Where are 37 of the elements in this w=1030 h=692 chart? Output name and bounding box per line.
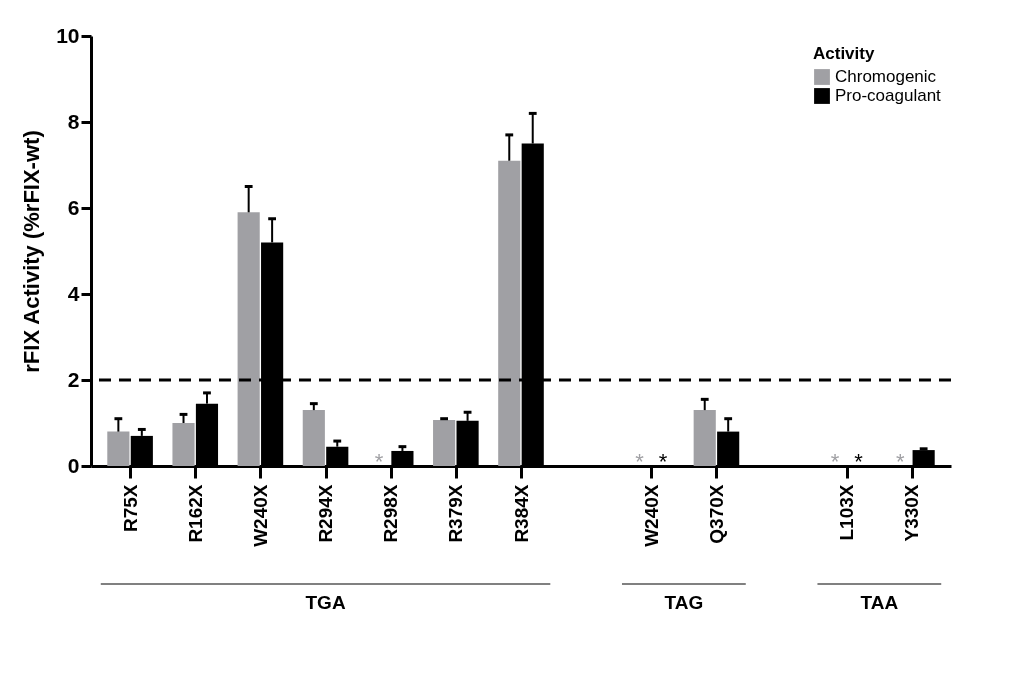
bar <box>498 160 521 466</box>
annotation: * <box>635 449 645 474</box>
x-tick-label: W240X <box>640 484 662 547</box>
x-tick-label: R294X <box>315 484 337 543</box>
text: TGA <box>305 592 346 613</box>
bar <box>172 423 195 466</box>
annotation: * <box>374 449 384 474</box>
text: TAG <box>664 592 704 613</box>
y-tick-label: 10 <box>56 23 80 47</box>
x-tick-label: Q370X <box>705 484 727 544</box>
annotation: * <box>658 449 668 474</box>
bar <box>433 419 456 466</box>
annotation: * <box>830 449 840 474</box>
x-tick-label: R379X <box>445 484 467 543</box>
x-tick-label: L103X <box>836 484 858 541</box>
bar <box>302 410 325 466</box>
y-tick-label: 0 <box>67 453 80 477</box>
x-tick-label: R298X <box>380 484 402 543</box>
legend-title: Activity <box>813 44 875 63</box>
x-tick-label: R75X <box>119 484 141 533</box>
annotation: * <box>895 449 905 474</box>
x-tick-label: R384X <box>510 484 532 543</box>
x-tick-label: W240X <box>249 484 271 547</box>
y-tick-label: 4 <box>67 281 80 305</box>
x-tick-label: Y330X <box>901 484 923 542</box>
x-tick-label: R162X <box>184 484 206 543</box>
bar <box>107 431 130 466</box>
y-tick-label: 8 <box>67 109 80 133</box>
text: TAA <box>860 592 899 613</box>
bar <box>237 212 260 466</box>
annotation: * <box>854 449 864 474</box>
legend-label: Chromogenic <box>835 67 937 86</box>
bar <box>693 410 716 466</box>
y-axis-title: rFIX Activity (%rFIX-wt) <box>19 130 45 373</box>
y-tick-label: 6 <box>67 195 80 219</box>
y-tick-label: 2 <box>67 367 80 391</box>
legend-label: Pro-coagulant <box>835 86 942 105</box>
